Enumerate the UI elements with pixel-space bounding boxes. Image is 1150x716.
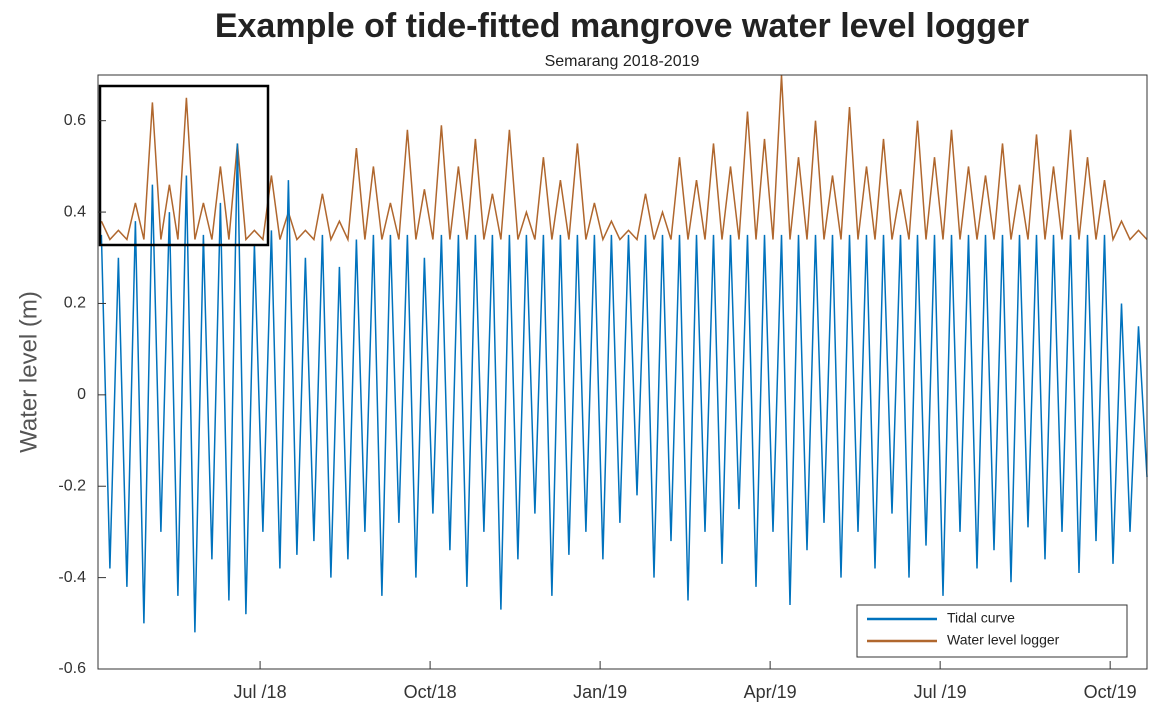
y-tick-label: 0.4 xyxy=(64,203,86,220)
chart-title: Example of tide-fitted mangrove water le… xyxy=(215,7,1029,45)
legend-label: Tidal curve xyxy=(947,610,1015,626)
series-line xyxy=(100,74,1148,243)
plot-frame xyxy=(97,74,1148,670)
y-tick-label: -0.2 xyxy=(58,477,86,494)
y-axis-label: Water level (m) xyxy=(15,291,42,453)
y-tick-label: 0 xyxy=(77,386,86,403)
x-tick-label: Oct/19 xyxy=(1084,682,1137,702)
x-tick-label: Jan/19 xyxy=(573,682,627,702)
plot-area xyxy=(100,74,1148,633)
x-tick-label: Jul /18 xyxy=(234,682,287,702)
chart-subtitle: Semarang 2018-2019 xyxy=(545,53,700,70)
x-tick-label: Oct/18 xyxy=(404,682,457,702)
series-line xyxy=(100,143,1148,633)
y-tick-label: -0.4 xyxy=(58,569,86,586)
legend-label: Water level logger xyxy=(947,632,1060,648)
x-tick-label: Apr/19 xyxy=(744,682,797,702)
y-tick-label: 0.6 xyxy=(64,112,86,129)
legend-box xyxy=(856,604,1128,658)
x-tick-label: Jul /19 xyxy=(914,682,967,702)
y-tick-label: -0.6 xyxy=(58,660,86,677)
y-tick-label: 0.2 xyxy=(64,295,86,312)
highlight-box xyxy=(98,84,270,247)
